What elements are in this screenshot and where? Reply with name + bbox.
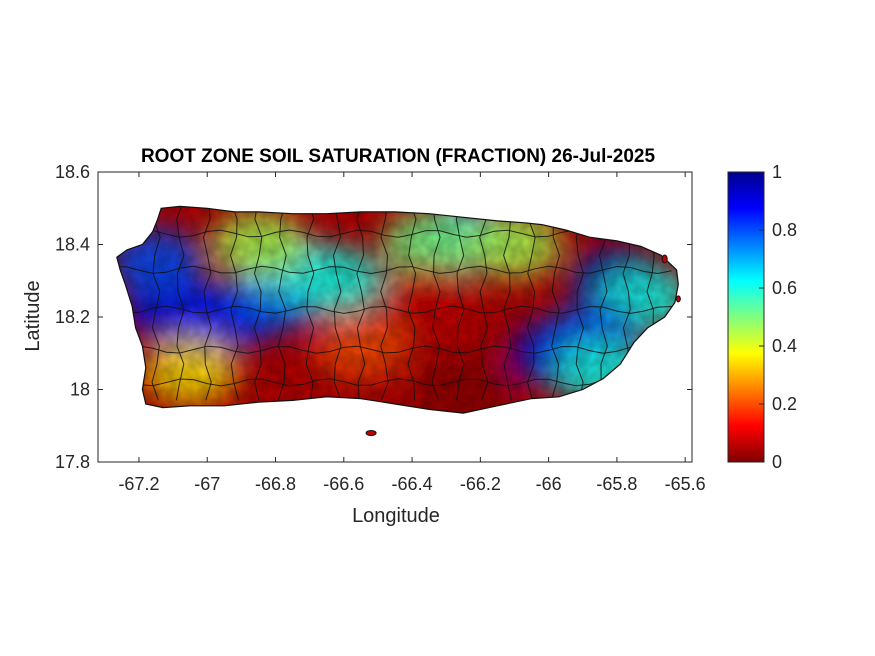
municipality-line	[116, 378, 672, 387]
x-axis-label: Longitude	[352, 505, 440, 527]
colorbar-gradient	[727, 171, 765, 463]
y-tick-label: 18.4	[55, 235, 90, 255]
x-tick-label: -66.8	[255, 474, 296, 494]
small-island	[675, 295, 681, 303]
x-tick-label: -66.2	[460, 474, 501, 494]
x-tick-label: -67	[194, 474, 220, 494]
municipality-line	[455, 206, 465, 401]
municipality-line	[503, 206, 512, 401]
colorbar-tick-label: 0.2	[772, 394, 797, 414]
island-outline	[116, 205, 679, 414]
colorbar-tick-label: 0.6	[772, 278, 797, 298]
municipality-line	[431, 206, 441, 401]
small-island	[661, 254, 668, 264]
municipality-line	[526, 206, 536, 401]
chart-title: ROOT ZONE SOIL SATURATION (FRACTION) 26-…	[141, 146, 656, 167]
municipality-line	[116, 305, 672, 314]
y-tick-label: 18.6	[55, 162, 90, 182]
municipality-line	[229, 206, 239, 401]
y-axis: 17.8 18 18.2 18.4 18.6	[55, 162, 692, 472]
x-axis: -67.2 -67 -66.8 -66.6 -66.4 -66.2 -66 -65.8 -65.…	[118, 172, 706, 494]
municipality-line	[277, 206, 287, 401]
colorbar-ticks: 0 0.2 0.4 0.6 0.8 1	[759, 162, 797, 472]
colorbar-tick-label: 0	[772, 452, 782, 472]
municipality-line	[175, 206, 185, 401]
x-tick-label: -66	[536, 474, 562, 494]
small-island	[365, 430, 377, 436]
municipality-line	[253, 206, 263, 401]
x-tick-label: -65.6	[665, 474, 706, 494]
small-islands	[365, 254, 681, 436]
x-tick-label: -66.6	[323, 474, 364, 494]
x-tick-label: -65.8	[596, 474, 637, 494]
soil-saturation-map	[116, 205, 681, 436]
municipality-boundaries	[116, 206, 672, 401]
municipality-line	[575, 206, 584, 401]
municipality-line	[356, 206, 366, 401]
municipality-line	[151, 206, 161, 401]
municipality-line	[116, 265, 672, 275]
colorbar-tick-label: 1	[772, 162, 782, 182]
colorbar-tick-label: 0.4	[772, 336, 797, 356]
x-tick-label: -66.4	[392, 474, 433, 494]
colorbar-tick-label: 0.8	[772, 220, 797, 240]
x-tick-label: -67.2	[118, 474, 159, 494]
y-tick-label: 17.8	[55, 452, 90, 472]
y-tick-label: 18	[70, 380, 90, 400]
municipality-line	[479, 206, 489, 401]
municipality-line	[116, 345, 672, 354]
colorbar: 0 0.2 0.4 0.6 0.8 1	[727, 162, 797, 472]
municipality-line	[202, 206, 212, 401]
y-tick-label: 18.2	[55, 307, 90, 327]
municipality-line	[550, 206, 561, 401]
y-axis-label: Latitude	[22, 280, 44, 351]
